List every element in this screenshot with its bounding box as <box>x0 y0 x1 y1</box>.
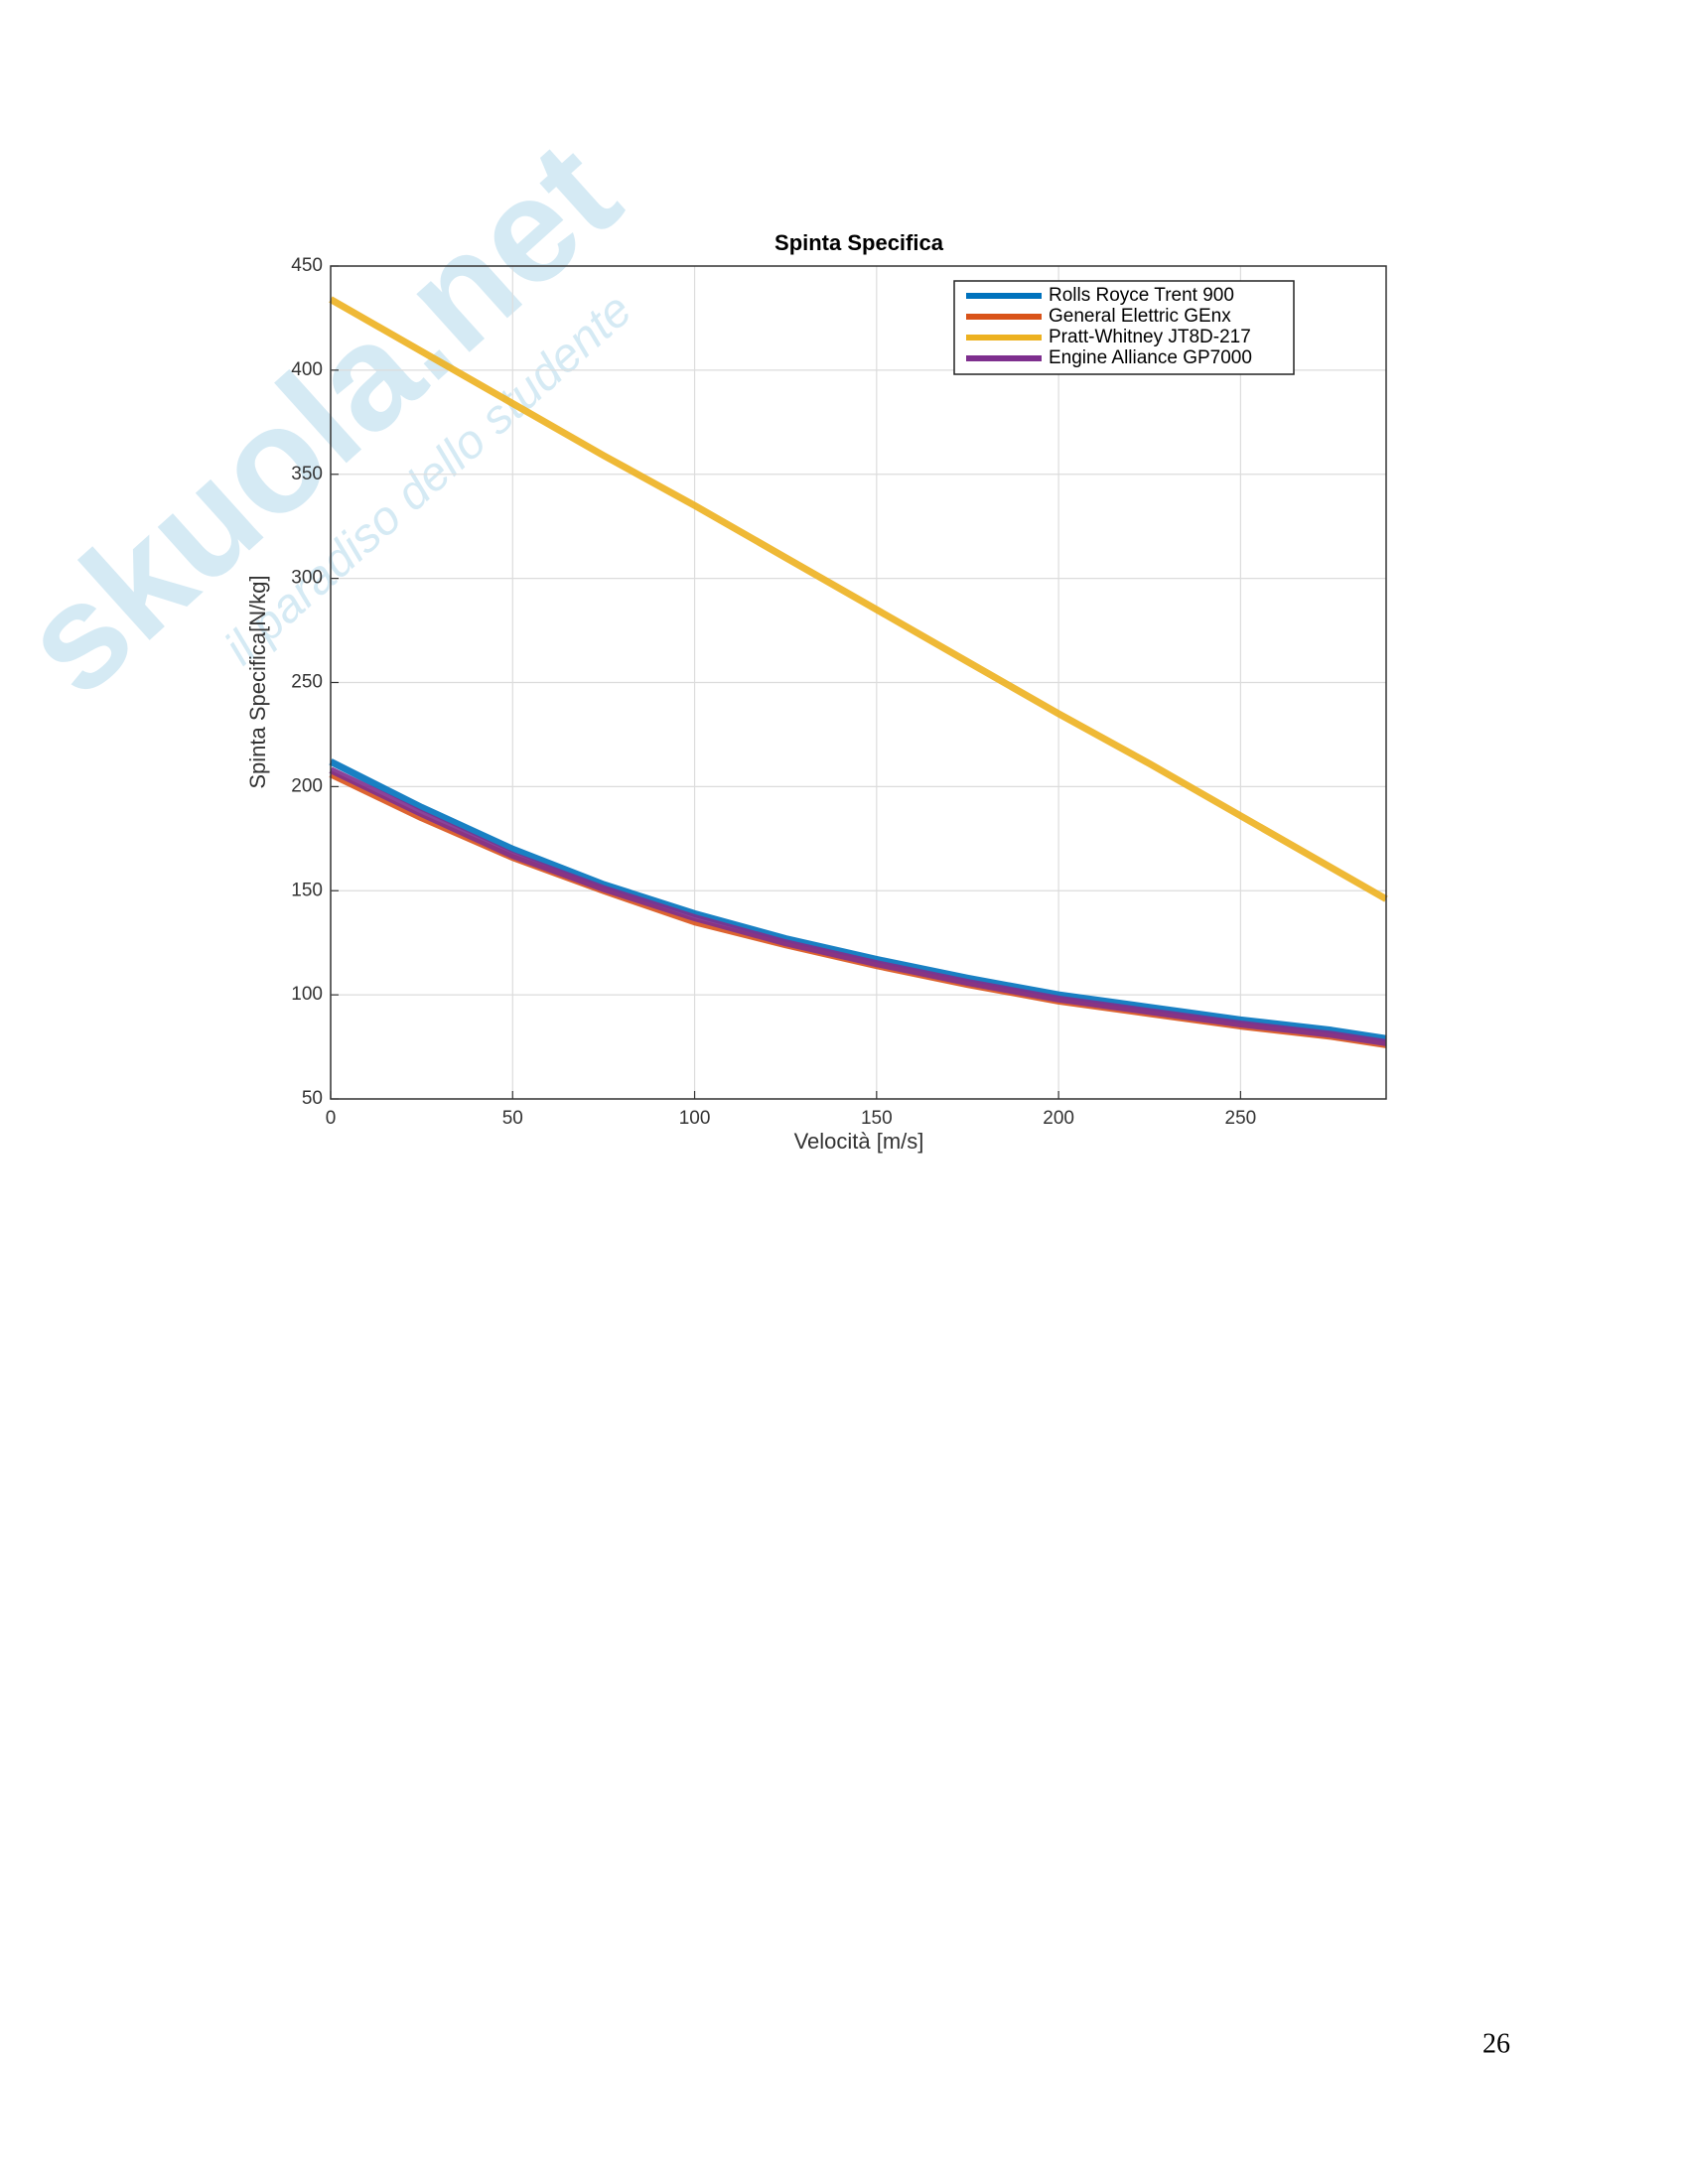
x-tick-label: 50 <box>502 1108 523 1129</box>
y-tick-label: 450 <box>291 255 323 276</box>
y-tick-label: 350 <box>291 464 323 484</box>
watermark: skuola.net il paradiso dello studente <box>0 109 649 726</box>
y-tick-label: 400 <box>291 359 323 380</box>
y-tick-label: 150 <box>291 880 323 900</box>
plot-frame <box>330 265 1387 1100</box>
legend-label: Engine Alliance GP7000 <box>1049 347 1252 368</box>
watermark-logo: skuola.net <box>0 109 649 726</box>
x-tick-label: 200 <box>1043 1108 1074 1129</box>
series-line <box>329 766 1387 1046</box>
y-axis-label: Spinta Specifica[N/kg] <box>245 575 270 788</box>
y-tick-label: 50 <box>302 1088 323 1109</box>
x-tick-label: 150 <box>861 1108 893 1129</box>
series-line <box>329 758 1387 1042</box>
legend-label: Pratt-Whitney JT8D-217 <box>1049 327 1251 347</box>
y-tick-label: 200 <box>291 775 323 796</box>
x-tick-label: 0 <box>326 1108 337 1129</box>
y-tick-label: 300 <box>291 568 323 589</box>
x-axis-label: Velocità [m/s] <box>794 1129 924 1154</box>
series-line <box>329 770 1387 1048</box>
y-tick-label: 100 <box>291 984 323 1005</box>
chart-title: Spinta Specifica <box>774 230 944 255</box>
series-line <box>329 296 1388 902</box>
x-tick-label: 250 <box>1225 1108 1257 1129</box>
legend-label: Rolls Royce Trent 900 <box>1049 285 1234 306</box>
y-tick-label: 250 <box>291 672 323 693</box>
legend-label: General Elettric GEnx <box>1049 306 1231 327</box>
page-number: 26 <box>1482 2028 1510 2059</box>
x-tick-label: 100 <box>679 1108 711 1129</box>
